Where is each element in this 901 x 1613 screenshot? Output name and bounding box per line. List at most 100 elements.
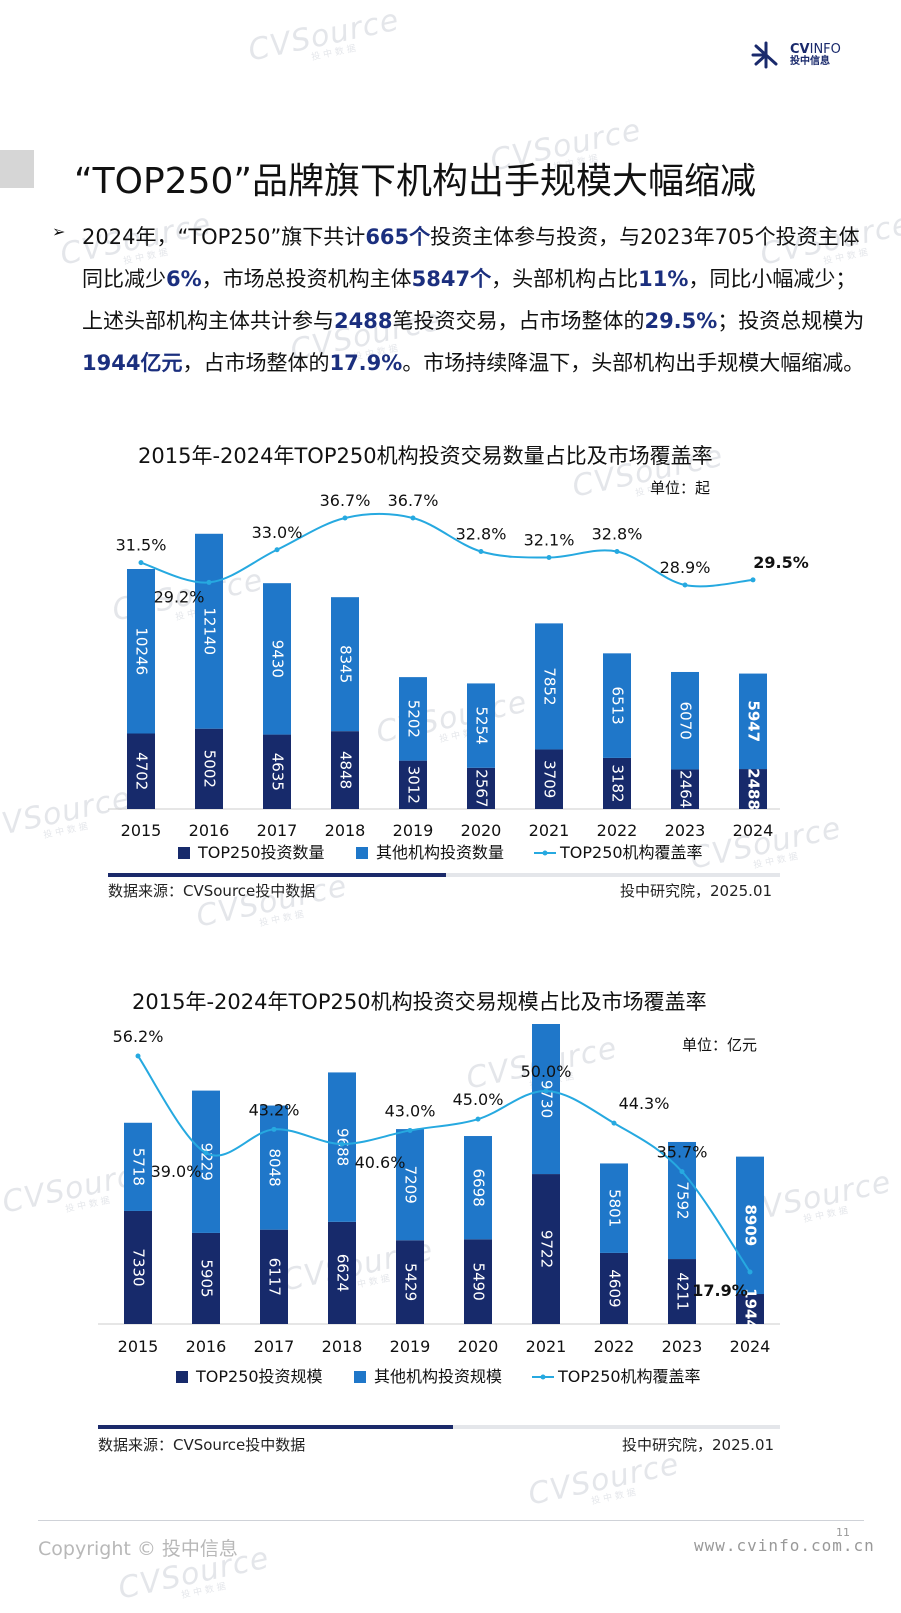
bar-other xyxy=(124,1122,152,1211)
bar-label-other: 9229 xyxy=(198,1143,216,1181)
bar-label-other: 8345 xyxy=(337,645,355,683)
summary-bullet: ➢ 2024年，“TOP250”旗下共计665个投资主体参与投资，与2023年7… xyxy=(52,216,872,384)
bar-label-other: 10246 xyxy=(133,627,151,675)
coverage-label: 28.9% xyxy=(660,558,711,577)
bar-top250 xyxy=(739,769,767,809)
paragraph-text: ，市场总投资机构主体 xyxy=(201,267,412,291)
coverage-label: 39.0% xyxy=(151,1162,202,1181)
bar-top250 xyxy=(668,1259,696,1324)
chart2-title: 2015年-2024年TOP250机构投资交易规模占比及市场覆盖率 xyxy=(132,990,707,1014)
page-number: 11 xyxy=(836,1526,850,1539)
x-tick-label: 2024 xyxy=(730,1337,771,1356)
paragraph-text: ，头部机构占比 xyxy=(491,267,639,291)
bar-label-other: 6070 xyxy=(677,702,695,740)
bar-label-other: 12140 xyxy=(201,607,219,655)
bar-label-top250: 3182 xyxy=(609,764,627,802)
bar-other xyxy=(195,533,223,729)
coverage-label: 33.0% xyxy=(252,523,303,542)
coverage-line xyxy=(140,512,754,588)
paragraph-text: 投资主体参与投资，与2023年705个投资主体同比减少 xyxy=(82,225,860,291)
bar-top250 xyxy=(331,731,359,809)
coverage-point xyxy=(407,1127,413,1133)
bar-label-other: 7209 xyxy=(402,1166,420,1204)
x-tick-label: 2019 xyxy=(393,821,434,840)
bar-label-top250: 6117 xyxy=(266,1258,284,1296)
section-marker xyxy=(0,150,34,188)
paragraph-text: 笔投资交易，占市场整体的 xyxy=(392,309,645,333)
bar-top250 xyxy=(671,769,699,809)
bar-other xyxy=(535,623,563,750)
coverage-point xyxy=(138,560,144,566)
x-tick-label: 2018 xyxy=(322,1337,363,1356)
highlight-figure: 5847个 xyxy=(411,267,492,291)
bar-top250 xyxy=(399,760,427,809)
bar-label-top250: 3012 xyxy=(405,766,423,804)
highlight-figure: 11% xyxy=(638,267,689,291)
coverage-point xyxy=(543,1088,549,1094)
legend-label: 其他机构投资规模 xyxy=(374,1367,502,1386)
bar-label-top250: 5490 xyxy=(470,1263,488,1301)
bar-label-other: 9730 xyxy=(538,1080,556,1118)
legend-label: TOP250机构覆盖率 xyxy=(559,843,703,862)
bullet-arrow-icon: ➢ xyxy=(52,222,66,241)
page-title: “TOP250”品牌旗下机构出手规模大幅缩减 xyxy=(74,161,757,202)
chart2-separator xyxy=(98,1425,780,1429)
bar-other xyxy=(600,1163,628,1253)
paragraph-text: ；投资总规模为 xyxy=(717,309,865,333)
bar-label-other: 5718 xyxy=(130,1148,148,1186)
bar-other xyxy=(328,1072,356,1222)
bar-label-top250: 2464 xyxy=(677,770,695,808)
coverage-label: 45.0% xyxy=(453,1090,504,1109)
x-tick-label: 2016 xyxy=(189,821,230,840)
bar-label-other: 7852 xyxy=(541,667,559,705)
chart2-credit: 投中研究院，2025.01 xyxy=(622,1436,775,1454)
bar-label-top250: 5429 xyxy=(402,1263,420,1301)
highlight-figure: 2488 xyxy=(334,309,393,333)
bar-label-top250: 6624 xyxy=(334,1254,352,1292)
coverage-point xyxy=(135,1053,141,1059)
footer-divider xyxy=(38,1520,864,1521)
chart1-plot: 4702 10246 2015 5002 12140 2016 4635 9430 2017 48… xyxy=(108,491,809,862)
bar-label-top250: 2488 xyxy=(745,768,763,810)
coverage-label: 35.7% xyxy=(657,1143,708,1162)
legend-swatch xyxy=(176,1371,188,1383)
x-tick-label: 2023 xyxy=(665,821,706,840)
coverage-label: 32.1% xyxy=(524,531,575,550)
coverage-label: 29.5% xyxy=(753,553,809,572)
coverage-point xyxy=(747,1269,753,1275)
bar-top250 xyxy=(532,1174,560,1324)
chart1-credit: 投中研究院，2025.01 xyxy=(620,882,773,900)
logo-burst-icon xyxy=(751,41,778,69)
bar-top250 xyxy=(736,1294,764,1324)
bar-label-other: 9688 xyxy=(334,1128,352,1166)
highlight-figure: 1944亿元 xyxy=(82,351,183,375)
bar-other xyxy=(260,1105,288,1230)
legend-swatch xyxy=(178,847,190,859)
bar-label-top250: 4609 xyxy=(606,1269,624,1307)
x-tick-label: 2017 xyxy=(254,1337,295,1356)
bar-other xyxy=(671,671,699,770)
x-tick-label: 2018 xyxy=(325,821,366,840)
bar-label-other: 5801 xyxy=(606,1189,624,1227)
bar-top250 xyxy=(260,1229,288,1324)
legend-marker xyxy=(540,1374,546,1380)
bar-label-top250: 5002 xyxy=(201,750,219,788)
coverage-label: 31.5% xyxy=(116,536,167,555)
bar-label-top250: 2567 xyxy=(473,769,491,807)
highlight-figure: 29.5% xyxy=(644,309,718,333)
coverage-label: 43.0% xyxy=(385,1101,436,1120)
coverage-label: 44.3% xyxy=(619,1094,670,1113)
x-tick-label: 2019 xyxy=(390,1337,431,1356)
coverage-label: 40.6% xyxy=(355,1153,406,1172)
chart2-unit: 单位：亿元 xyxy=(682,1036,758,1054)
coverage-point xyxy=(611,1120,617,1126)
bar-label-other: 5202 xyxy=(405,700,423,738)
bar-label-other: 5947 xyxy=(745,700,763,742)
bar-top250 xyxy=(600,1252,628,1324)
bar-top250 xyxy=(195,728,223,809)
footer-copyright: Copyright © 投中信息 xyxy=(38,1538,238,1560)
coverage-point xyxy=(410,515,416,521)
coverage-point xyxy=(271,1126,277,1132)
